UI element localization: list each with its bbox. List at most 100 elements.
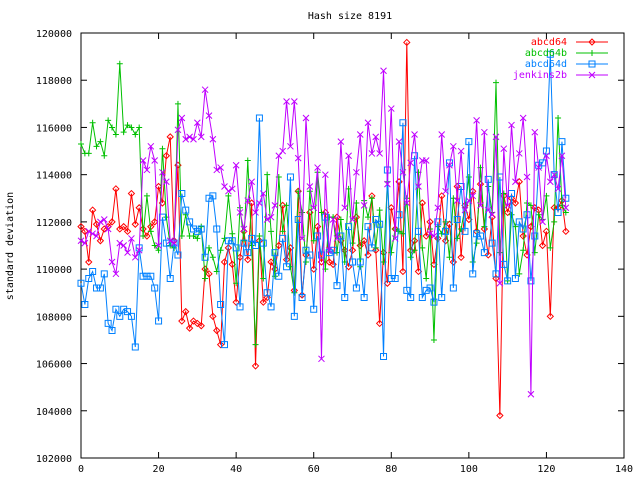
data-point bbox=[221, 235, 228, 242]
data-point bbox=[493, 79, 500, 86]
data-point bbox=[364, 223, 372, 231]
data-point bbox=[201, 86, 209, 94]
data-point bbox=[174, 251, 182, 259]
data-point bbox=[89, 119, 96, 126]
data-point bbox=[109, 124, 116, 131]
data-point bbox=[124, 308, 132, 316]
data-point bbox=[170, 239, 178, 247]
data-point bbox=[449, 142, 457, 150]
data-point bbox=[492, 274, 500, 283]
data-point bbox=[438, 131, 446, 138]
data-point bbox=[194, 235, 201, 242]
data-point bbox=[403, 199, 411, 207]
data-point bbox=[150, 218, 159, 226]
data-point bbox=[511, 199, 520, 207]
data-point bbox=[349, 258, 356, 266]
data-point bbox=[364, 119, 372, 127]
data-point bbox=[96, 284, 104, 292]
data-point bbox=[500, 190, 507, 197]
data-point bbox=[209, 312, 217, 321]
data-point bbox=[96, 237, 105, 245]
data-point bbox=[465, 197, 473, 204]
data-point bbox=[267, 303, 275, 311]
data-point bbox=[158, 213, 166, 221]
data-point bbox=[496, 249, 503, 256]
y-tick-label: 112000 bbox=[36, 218, 72, 229]
series-3 bbox=[77, 67, 570, 398]
data-point bbox=[166, 133, 174, 141]
data-point bbox=[131, 220, 140, 228]
plot-frame bbox=[80, 32, 625, 459]
data-point bbox=[221, 183, 228, 190]
y-tick-label: 102000 bbox=[36, 454, 72, 465]
data-point bbox=[225, 187, 232, 195]
data-point bbox=[268, 228, 275, 235]
data-point bbox=[189, 317, 198, 325]
data-point bbox=[299, 209, 306, 216]
data-point bbox=[178, 114, 186, 122]
data-point bbox=[255, 114, 263, 122]
data-point bbox=[372, 133, 380, 141]
data-point bbox=[430, 232, 438, 240]
data-point bbox=[480, 249, 488, 257]
data-point bbox=[434, 218, 442, 226]
series-line bbox=[80, 42, 567, 416]
data-point bbox=[508, 121, 515, 129]
data-point bbox=[515, 150, 523, 157]
data-point bbox=[197, 322, 205, 330]
data-point bbox=[337, 216, 344, 223]
data-point bbox=[547, 244, 554, 251]
data-point bbox=[88, 206, 97, 214]
data-point bbox=[531, 232, 539, 240]
data-point bbox=[263, 216, 271, 223]
data-point bbox=[352, 284, 360, 292]
data-point bbox=[461, 227, 469, 235]
data-point bbox=[589, 50, 595, 56]
data-point bbox=[131, 253, 139, 261]
data-point bbox=[170, 239, 178, 247]
x-tick-label: 140 bbox=[615, 464, 633, 475]
data-point bbox=[399, 119, 407, 127]
data-point bbox=[376, 207, 383, 214]
data-point bbox=[321, 171, 329, 179]
data-point bbox=[310, 305, 318, 313]
data-point bbox=[442, 187, 449, 195]
data-point bbox=[267, 258, 275, 266]
data-point bbox=[259, 239, 267, 247]
data-point bbox=[136, 124, 143, 131]
data-point bbox=[503, 208, 512, 217]
data-point bbox=[124, 249, 131, 256]
data-point bbox=[244, 255, 252, 264]
data-point bbox=[221, 341, 229, 349]
data-point bbox=[469, 270, 477, 278]
data-point bbox=[457, 147, 465, 155]
data-point bbox=[81, 301, 89, 309]
data-point bbox=[554, 208, 562, 216]
data-point bbox=[411, 247, 418, 254]
data-point bbox=[256, 199, 263, 207]
data-point bbox=[380, 352, 388, 360]
data-point bbox=[116, 312, 124, 320]
data-point bbox=[388, 249, 395, 256]
data-point bbox=[178, 233, 185, 240]
data-point bbox=[437, 192, 446, 200]
data-point bbox=[77, 237, 85, 245]
data-point bbox=[217, 164, 224, 171]
data-point bbox=[539, 218, 546, 226]
data-point bbox=[190, 135, 197, 143]
data-point bbox=[294, 154, 302, 162]
data-point bbox=[147, 272, 155, 280]
data-point bbox=[279, 234, 287, 242]
data-point bbox=[531, 128, 539, 136]
data-point bbox=[252, 341, 259, 348]
data-point bbox=[329, 216, 337, 223]
data-point bbox=[481, 223, 488, 230]
data-point bbox=[236, 303, 244, 311]
data-point bbox=[182, 307, 190, 316]
data-point bbox=[209, 254, 216, 261]
data-point bbox=[313, 222, 322, 231]
data-point bbox=[104, 225, 112, 233]
data-point bbox=[155, 317, 163, 325]
data-point bbox=[341, 204, 349, 212]
